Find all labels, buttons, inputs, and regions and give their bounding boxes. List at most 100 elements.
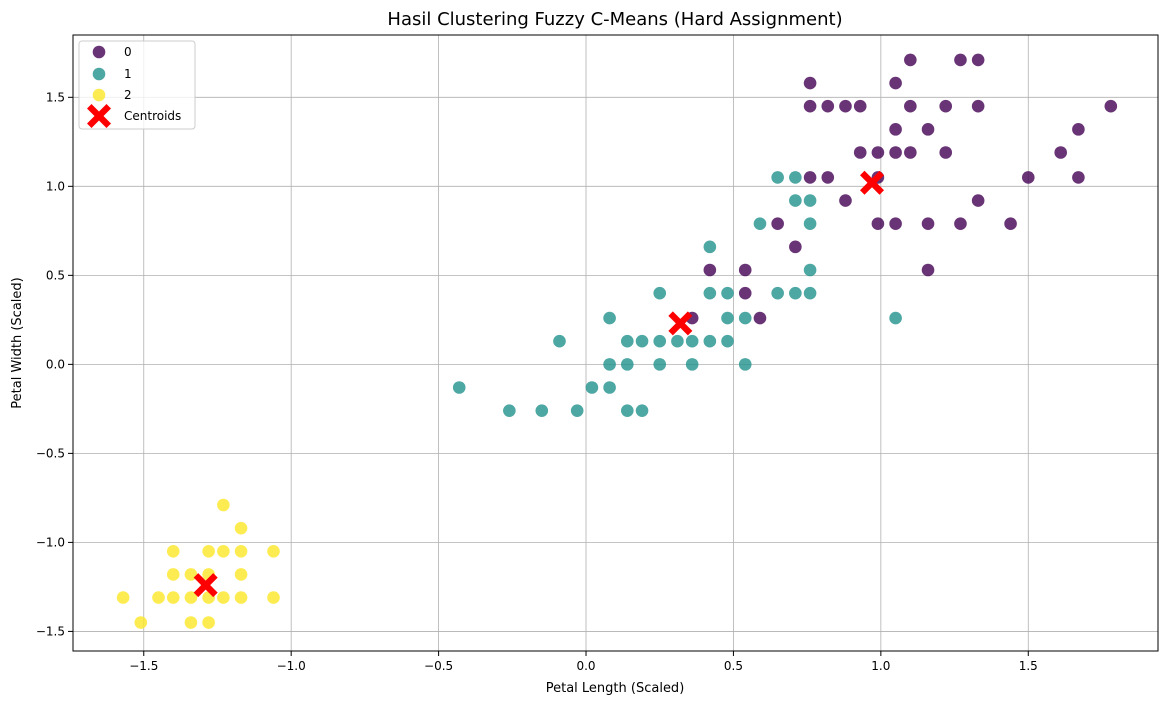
data-point (234, 591, 248, 604)
x-axis-label: Petal Length (Scaled) (546, 681, 685, 696)
data-point (889, 76, 902, 90)
data-point (821, 171, 835, 184)
data-point (202, 545, 215, 558)
data-point (452, 381, 466, 394)
data-point (771, 217, 784, 231)
data-point (939, 146, 953, 159)
data-point (166, 591, 180, 604)
legend-marker-2 (92, 88, 106, 102)
data-point (721, 286, 734, 300)
data-point (853, 146, 867, 159)
data-point (653, 358, 667, 371)
axis-ticks: −1.5 −1.0 −0.5 0.0 0.5 1.0 1.5 −1.5 −1.0 −0.5 0.0 0… (36, 90, 1038, 673)
data-point (603, 381, 616, 394)
data-points (116, 53, 1118, 629)
legend: 0 1 2 Centroids (78, 40, 196, 130)
x-tick-label: 0.0 (576, 659, 595, 673)
data-point (1004, 217, 1017, 231)
y-tick-label: 0.5 (46, 268, 65, 282)
data-point (703, 286, 717, 300)
chart-title: Hasil Clustering Fuzzy C-Means (Hard Ass… (387, 9, 842, 30)
data-point (267, 591, 280, 604)
data-point (889, 146, 902, 159)
data-point (721, 334, 734, 348)
data-point (134, 616, 148, 629)
data-point (789, 171, 802, 184)
y-tick-label: 1.0 (46, 179, 65, 193)
data-point (971, 53, 985, 67)
data-point (789, 194, 802, 207)
x-tick-label: −0.5 (424, 659, 453, 673)
legend-label-centroids: Centroids (124, 109, 181, 123)
data-point (904, 146, 917, 159)
data-point (971, 194, 985, 207)
x-tick-label: −1.0 (277, 659, 306, 673)
data-point (620, 358, 634, 371)
data-point (803, 171, 817, 184)
data-point (1054, 146, 1068, 159)
legend-marker-centroids (87, 104, 111, 128)
data-point (653, 334, 667, 348)
data-point (653, 286, 667, 300)
data-point (166, 545, 180, 558)
data-point (803, 99, 817, 113)
data-point (217, 591, 230, 604)
data-point (889, 123, 902, 136)
data-point (585, 381, 599, 394)
data-point (889, 311, 902, 325)
data-point (954, 53, 967, 67)
data-point (721, 311, 734, 325)
data-point (166, 568, 180, 581)
data-point (803, 217, 817, 231)
y-tick-label: −0.5 (36, 446, 65, 460)
data-point (921, 217, 935, 231)
centroid-marker (193, 573, 218, 598)
data-point (871, 146, 885, 159)
data-point (954, 217, 967, 231)
data-point (889, 217, 902, 231)
centroid-markers (193, 170, 885, 598)
data-point (503, 404, 516, 417)
data-point (789, 240, 802, 254)
data-point (217, 498, 230, 512)
legend-label-0: 0 (124, 45, 132, 59)
legend-label-1: 1 (124, 67, 132, 81)
data-point (904, 99, 917, 113)
x-tick-label: 1.5 (1019, 659, 1038, 673)
data-point (871, 217, 885, 231)
series-1 (452, 171, 902, 417)
data-point (771, 171, 784, 184)
data-point (603, 311, 616, 325)
data-point (803, 194, 817, 207)
data-point (1104, 99, 1118, 113)
data-point (635, 404, 649, 417)
data-point (202, 616, 215, 629)
data-point (703, 334, 717, 348)
data-point (685, 358, 699, 371)
data-point (1072, 123, 1085, 136)
data-point (234, 521, 248, 535)
data-point (1021, 171, 1035, 184)
data-point (553, 334, 566, 348)
y-tick-label: 0.0 (46, 357, 65, 371)
y-tick-label: −1.0 (36, 535, 65, 549)
data-point (267, 545, 280, 558)
data-point (234, 568, 248, 581)
data-point (803, 263, 817, 277)
series-2 (116, 498, 280, 629)
data-point (753, 311, 767, 325)
data-point (803, 76, 817, 90)
legend-label-2: 2 (124, 88, 132, 102)
data-point (921, 263, 935, 277)
data-point (738, 358, 752, 371)
data-point (620, 404, 634, 417)
data-point (738, 286, 752, 300)
data-point (821, 99, 835, 113)
data-point (152, 591, 165, 604)
data-point (570, 404, 584, 417)
data-point (184, 591, 198, 604)
y-tick-label: 1.5 (46, 90, 65, 104)
data-point (635, 334, 649, 348)
